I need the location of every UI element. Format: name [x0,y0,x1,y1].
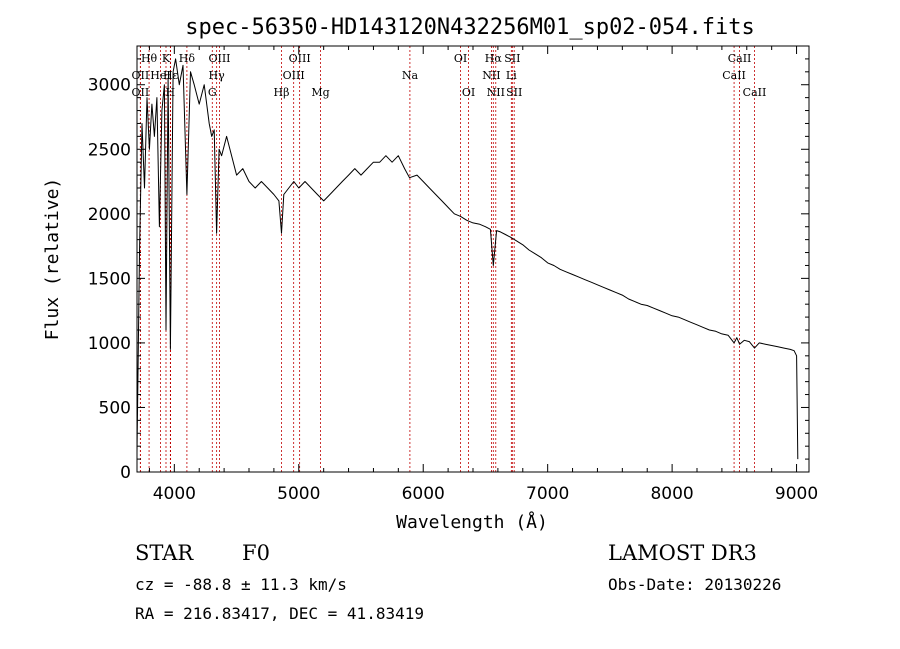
obs-date: Obs-Date: 20130226 [608,575,781,594]
x-tick-label-5: 9000 [775,484,818,504]
line-label-22: SII [504,52,520,65]
line-label-6: Hε [163,69,179,82]
coordinates: RA = 216.83417, DEC = 41.83419 [135,604,424,623]
x-axis-label: Wavelength (Å) [396,511,548,533]
line-label-11: Hβ [274,86,290,99]
line-label-19: Hα [485,52,503,65]
line-label-21: Li [506,69,517,82]
object-class: STAR [135,541,194,565]
y-tick-label-1: 500 [99,398,131,418]
y-tick-label-5: 2500 [88,140,131,160]
line-label-2: OII [132,69,150,82]
line-label-20: NII [487,86,505,99]
x-tick-label-3: 7000 [526,484,569,504]
redshift-readout: cz = -88.8 ± 11.3 km/s [135,575,347,594]
line-label-13: OIII [289,52,311,65]
line-label-17: OI [462,86,475,99]
line-label-12: OIII [283,69,305,82]
line-label-15: Na [402,69,419,82]
x-tick-label-1: 5000 [277,484,320,504]
line-label-8: G [208,86,217,99]
x-tick-label-4: 8000 [650,484,693,504]
spectrum-series [136,58,799,460]
y-tick-label-2: 1000 [88,334,131,354]
line-label-7: Hδ [179,52,196,65]
plot-frame [136,45,810,473]
line-label-0: OII [132,86,150,99]
line-label-1: Hθ [141,52,158,65]
line-label-26: CaII [743,86,767,99]
y-tick-label-6: 3000 [88,76,131,96]
line-label-24: CaII [722,69,746,82]
x-axis: 4000 5000 6000 7000 8000 9000 [148,46,818,504]
line-label-3: HeI [150,69,170,82]
line-label-10: OIII [208,52,230,65]
y-tick-label-4: 2000 [88,205,131,225]
spectrum-line [136,58,799,460]
line-label-14: Mg [311,86,329,99]
y-axis: 0 500 1000 1500 2000 2500 3000 [88,58,809,483]
y-axis-label: Flux (relative) [42,178,63,341]
survey-name: LAMOST DR3 [608,541,757,565]
x-tick-label-2: 6000 [402,484,445,504]
line-label-4: K [162,52,171,65]
y-tick-label-0: 0 [120,463,131,483]
line-label-9: Hγ [209,69,226,82]
line-label-25: CaII [728,52,752,65]
y-tick-label-3: 1500 [88,269,131,289]
line-label-16: OI [454,52,467,65]
object-subclass: F0 [242,541,270,565]
emission-line-markers [139,46,755,472]
line-label-23: SII [506,86,522,99]
x-tick-label-0: 4000 [153,484,196,504]
chart-title: spec-56350-HD143120N432256M01_sp02-054.f… [185,15,755,40]
line-label-5: H [166,86,176,99]
line-label-18: NII [482,69,500,82]
